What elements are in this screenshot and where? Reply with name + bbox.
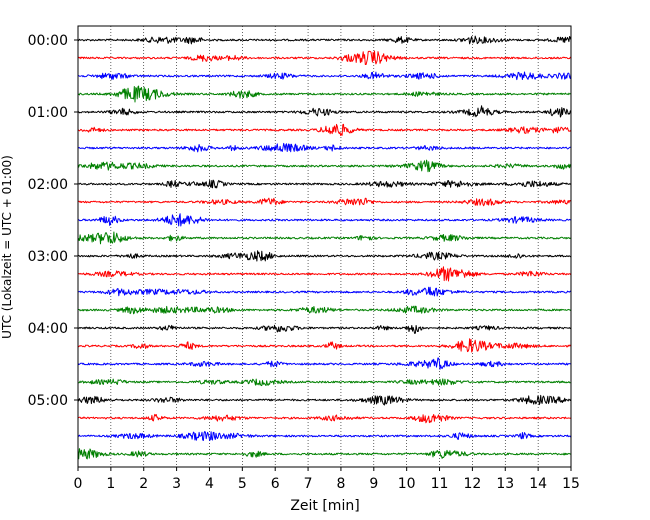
seismic-trace	[77, 305, 572, 315]
x-tick-label: 1	[106, 476, 115, 492]
y-tick-label: 01:00	[28, 105, 68, 121]
seismic-trace	[77, 324, 572, 334]
y-tick-label: 04:00	[28, 321, 68, 337]
seismic-trace	[77, 213, 572, 227]
plot-frame	[77, 25, 572, 468]
x-tick-label: 7	[304, 476, 313, 492]
seismic-trace	[77, 142, 572, 153]
seismic-trace	[77, 71, 572, 81]
x-axis-label: Zeit [min]	[290, 498, 359, 514]
seismic-trace	[77, 105, 572, 118]
x-tick-label: 15	[562, 476, 580, 492]
y-axis-ticks: 00:00 01:00 02:00 03:00 04:00 05:00	[28, 33, 78, 409]
x-tick-label: 10	[398, 476, 416, 492]
seismic-trace	[77, 338, 572, 353]
seismic-trace	[78, 413, 572, 424]
seismic-trace	[77, 197, 572, 207]
seismic-trace	[77, 448, 572, 460]
seismic-trace	[77, 250, 572, 262]
seismic-trace	[77, 50, 572, 65]
x-tick-label: 6	[271, 476, 280, 492]
y-tick-label: 02:00	[28, 177, 68, 193]
x-tick-label: 9	[369, 476, 378, 492]
x-tick-label: 13	[496, 476, 514, 492]
seismic-trace	[77, 123, 572, 136]
x-tick-label: 8	[336, 476, 345, 492]
seismic-trace	[77, 357, 572, 370]
x-tick-label: 0	[74, 476, 83, 492]
x-tick-label: 14	[529, 476, 547, 492]
seismic-trace	[77, 85, 572, 103]
y-tick-label: 03:00	[28, 249, 68, 265]
y-tick-label: 05:00	[28, 393, 68, 409]
x-tick-label: 5	[238, 476, 247, 492]
seismic-traces	[77, 35, 572, 460]
x-tick-label: 4	[205, 476, 214, 492]
seismic-trace	[77, 35, 572, 45]
x-tick-label: 11	[431, 476, 449, 492]
y-tick-label: 00:00	[28, 33, 68, 49]
seismic-trace	[77, 286, 572, 297]
x-tick-label: 2	[139, 476, 148, 492]
seismic-trace	[77, 430, 572, 441]
x-tick-label: 12	[463, 476, 481, 492]
seismic-trace	[77, 159, 572, 173]
seismic-trace	[78, 378, 572, 387]
y-axis-label: UTC (Lokalzeit = UTC + 01:00)	[0, 155, 14, 339]
seismic-trace	[77, 394, 572, 406]
seismic-trace	[77, 179, 572, 189]
x-tick-label: 3	[172, 476, 181, 492]
x-axis-ticks: 0 1 2 3 4 5 6 7 8 9 10 11 12 13 14 15	[74, 467, 580, 492]
seismic-trace	[77, 266, 572, 282]
seismic-trace	[77, 231, 572, 245]
